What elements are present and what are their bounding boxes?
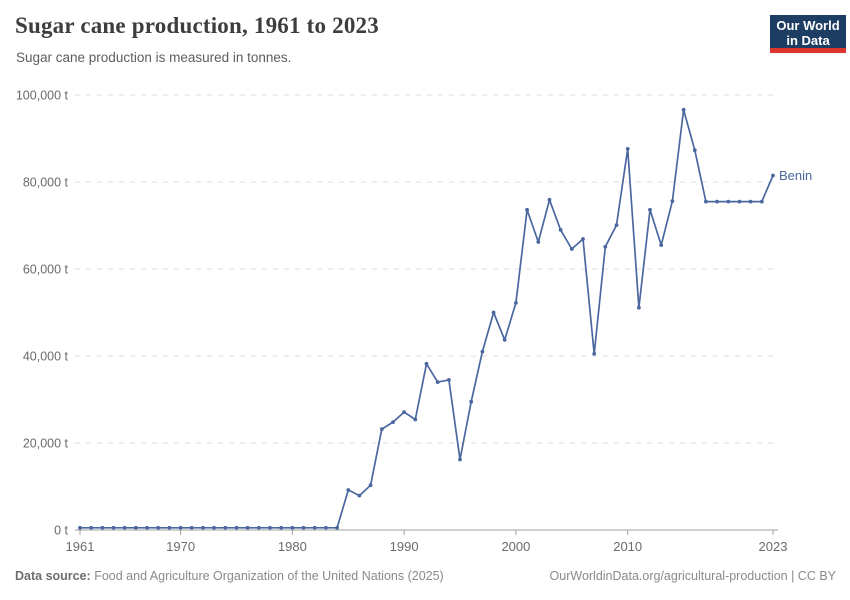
data-point[interactable] (234, 525, 239, 530)
data-point[interactable] (637, 305, 641, 310)
y-axis-tick-label: 0 t (54, 524, 68, 538)
y-axis-tick-label: 100,000 t (16, 89, 69, 103)
data-point[interactable] (704, 199, 708, 204)
data-point[interactable] (737, 199, 742, 204)
data-point[interactable] (491, 310, 496, 315)
data-point[interactable] (569, 247, 574, 251)
data-point[interactable] (245, 525, 250, 530)
page-title: Sugar cane production, 1961 to 2023 (15, 13, 379, 38)
data-point[interactable] (178, 525, 183, 530)
y-axis-tick-label: 80,000 t (23, 176, 69, 190)
data-point[interactable] (279, 525, 284, 530)
data-source: Data source: Food and Agriculture Organi… (15, 569, 444, 583)
owid-logo-line1: Our World (776, 18, 840, 33)
data-point[interactable] (447, 378, 451, 382)
data-point[interactable] (145, 525, 150, 530)
data-point[interactable] (592, 351, 597, 356)
data-point[interactable] (759, 199, 764, 204)
data-point[interactable] (581, 237, 585, 241)
data-point[interactable] (514, 301, 518, 305)
data-source-text: Food and Agriculture Organization of the… (90, 569, 444, 583)
data-point[interactable] (89, 525, 94, 530)
data-point[interactable] (335, 525, 339, 530)
data-point[interactable] (659, 243, 664, 248)
data-point[interactable] (111, 525, 116, 530)
data-point[interactable] (290, 525, 295, 530)
data-point[interactable] (256, 525, 261, 530)
data-point[interactable] (268, 525, 272, 530)
x-axis-tick-label: 1970 (166, 539, 195, 554)
data-point[interactable] (122, 525, 127, 530)
data-point[interactable] (603, 244, 608, 249)
data-point[interactable] (134, 525, 138, 530)
data-point[interactable] (312, 525, 317, 530)
data-point[interactable] (435, 380, 440, 384)
data-point[interactable] (748, 199, 753, 204)
data-point[interactable] (189, 525, 194, 530)
data-point[interactable] (726, 199, 731, 204)
data-point[interactable] (391, 420, 395, 424)
data-point[interactable] (480, 349, 485, 354)
owid-logo-line2: in Data (786, 33, 830, 48)
owid-logo: Our World in Data (770, 15, 846, 53)
data-point[interactable] (625, 147, 630, 151)
data-point[interactable] (681, 107, 686, 112)
data-point[interactable] (346, 488, 351, 492)
data-point[interactable] (502, 338, 507, 342)
data-point[interactable] (223, 525, 228, 530)
x-axis-tick-label: 2023 (759, 539, 788, 554)
entity-label[interactable]: Benin (779, 168, 812, 183)
data-point[interactable] (167, 525, 172, 530)
data-point[interactable] (558, 228, 563, 232)
x-axis-tick-label: 2010 (613, 539, 642, 554)
data-point[interactable] (201, 525, 205, 530)
data-point[interactable] (212, 525, 217, 530)
data-point[interactable] (771, 173, 775, 178)
data-point[interactable] (525, 207, 529, 212)
data-point[interactable] (324, 525, 328, 530)
data-point[interactable] (100, 525, 105, 530)
data-point[interactable] (536, 240, 541, 244)
data-point[interactable] (368, 483, 373, 488)
data-source-label: Data source: (15, 569, 91, 583)
y-axis-tick-label: 60,000 t (23, 263, 69, 277)
data-point[interactable] (357, 493, 362, 498)
data-point[interactable] (301, 525, 306, 530)
data-point[interactable] (78, 525, 82, 530)
line-chart-canvas[interactable]: 0 t 20,000 t 40,000 t 60,000 t 80,000 t 100,0… (0, 78, 850, 558)
chart-footer: Data source: Food and Agriculture Organi… (15, 569, 836, 583)
data-line[interactable] (79, 108, 774, 529)
x-axis-tick-label: 2000 (501, 539, 530, 554)
data-point[interactable] (670, 199, 675, 203)
data-point[interactable] (156, 525, 161, 530)
data-point[interactable] (402, 410, 406, 414)
data-point[interactable] (692, 148, 697, 153)
x-axis-tick-label: 1961 (66, 539, 95, 554)
x-axis-tick-label: 1990 (390, 539, 419, 554)
y-axis-tick-label: 40,000 t (23, 350, 69, 364)
data-point[interactable] (469, 399, 474, 404)
x-axis-tick-label: 1980 (278, 539, 307, 554)
data-point[interactable] (458, 457, 462, 462)
data-point[interactable] (547, 197, 552, 202)
data-point[interactable] (379, 427, 384, 431)
data-point[interactable] (715, 199, 719, 204)
y-axis-tick-label: 20,000 t (23, 437, 69, 451)
chart-subtitle: Sugar cane production is measured in ton… (16, 50, 292, 65)
footer-link[interactable]: OurWorldinData.org/agricultural-producti… (549, 569, 836, 583)
data-point[interactable] (648, 207, 652, 212)
data-point[interactable] (424, 361, 429, 366)
data-point[interactable] (413, 417, 418, 422)
data-point[interactable] (614, 223, 619, 228)
